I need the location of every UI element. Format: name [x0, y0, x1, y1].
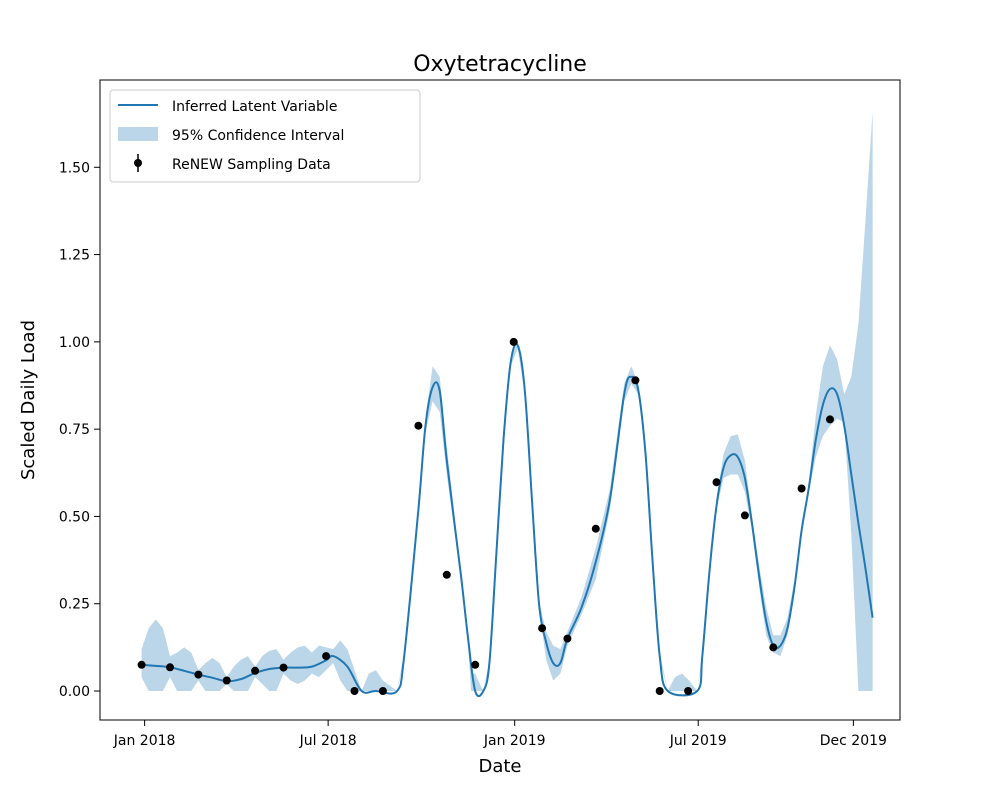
sample-point — [684, 687, 693, 695]
x-tick-label: Dec 2019 — [820, 733, 887, 749]
legend-band-swatch — [118, 127, 158, 141]
sample-point — [137, 660, 146, 669]
sample-point — [378, 687, 387, 695]
sample-point — [350, 687, 359, 695]
legend-point-swatch — [134, 159, 142, 167]
sample-point — [655, 687, 664, 695]
sample-point — [769, 643, 778, 652]
sample-point — [166, 663, 174, 672]
legend-box — [109, 89, 421, 183]
legend-label-confidence: 95% Confidence Interval — [172, 128, 344, 144]
x-tick-label: Jul 2018 — [299, 733, 357, 749]
sample-point — [222, 676, 231, 685]
sample-point — [194, 670, 203, 679]
x-tick-label: Jul 2019 — [669, 733, 727, 749]
sample-point — [740, 511, 749, 520]
chart-title: Oxytetracycline — [413, 52, 587, 77]
y-tick-label: 0.75 — [59, 422, 90, 438]
y-tick-label: 0.00 — [59, 684, 90, 700]
y-tick-label: 1.50 — [59, 160, 90, 176]
sample-point — [631, 376, 640, 385]
legend: Inferred Latent Variable 95% Confidence … — [109, 89, 421, 183]
sample-point — [471, 660, 480, 669]
sample-point — [538, 624, 547, 633]
sample-point — [826, 415, 834, 424]
legend-label-latent: Inferred Latent Variable — [172, 99, 337, 115]
y-tick-label: 0.25 — [59, 597, 90, 613]
sample-point — [322, 652, 331, 661]
sample-point — [797, 484, 806, 493]
x-tick-label: Jan 2019 — [483, 733, 546, 749]
y-tick-label: 1.00 — [59, 335, 90, 351]
sample-point — [712, 478, 721, 487]
y-tick-label: 0.50 — [59, 509, 90, 525]
sample-point — [591, 524, 600, 533]
x-axis-label: Date — [478, 756, 521, 777]
latent-variable-line — [141, 342, 874, 698]
sample-point — [563, 634, 572, 643]
y-axis-label: Scaled Daily Load — [18, 320, 39, 480]
legend-label-sampling: ReNEW Sampling Data — [172, 157, 331, 173]
sample-point — [279, 663, 288, 672]
y-tick-label: 1.25 — [59, 248, 90, 264]
sample-point — [251, 666, 260, 675]
sample-point — [509, 337, 518, 346]
axis-ticks: Jan 2018 Jul 2018 Jan 2019 Jul 2019 Dec 2019… — [59, 160, 887, 749]
x-tick-label: Jan 2018 — [113, 733, 176, 749]
plot-area — [137, 111, 874, 698]
sample-point — [442, 570, 451, 579]
sample-point — [414, 421, 423, 430]
axes-frame — [99, 79, 901, 721]
